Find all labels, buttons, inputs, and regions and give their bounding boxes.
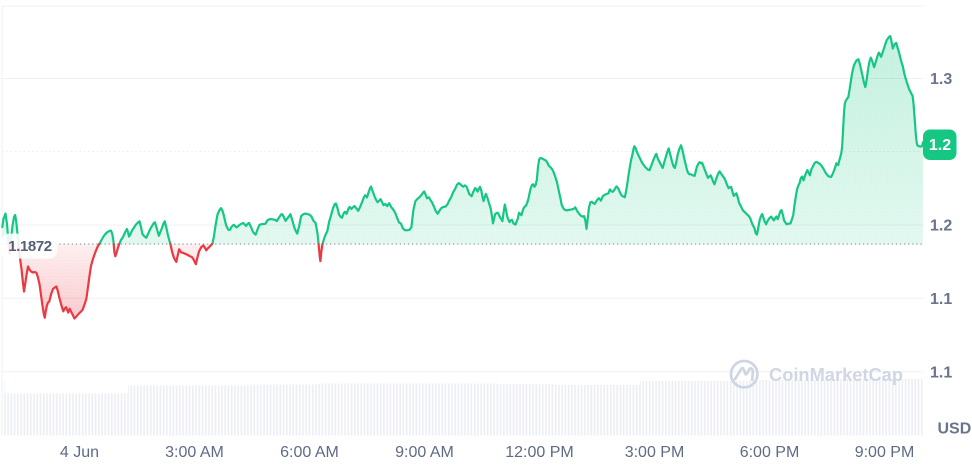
svg-text:3:00 AM: 3:00 AM <box>165 444 224 461</box>
svg-text:9:00 AM: 9:00 AM <box>395 444 454 461</box>
svg-text:1.2: 1.2 <box>929 137 951 154</box>
svg-text:CoinMarketCap: CoinMarketCap <box>769 364 903 385</box>
svg-text:6:00 AM: 6:00 AM <box>280 444 339 461</box>
svg-text:6:00 PM: 6:00 PM <box>740 444 800 461</box>
svg-text:4 Jun: 4 Jun <box>60 444 99 461</box>
svg-text:12:00 PM: 12:00 PM <box>505 444 573 461</box>
svg-text:1.1: 1.1 <box>930 364 952 381</box>
svg-text:1.1872: 1.1872 <box>8 238 52 255</box>
svg-text:USD: USD <box>938 421 972 438</box>
svg-text:3:00 PM: 3:00 PM <box>625 444 685 461</box>
svg-text:9:00 PM: 9:00 PM <box>855 444 915 461</box>
svg-text:1.2: 1.2 <box>930 218 952 235</box>
svg-text:1.1: 1.1 <box>930 291 952 308</box>
svg-text:1.3: 1.3 <box>930 71 952 88</box>
